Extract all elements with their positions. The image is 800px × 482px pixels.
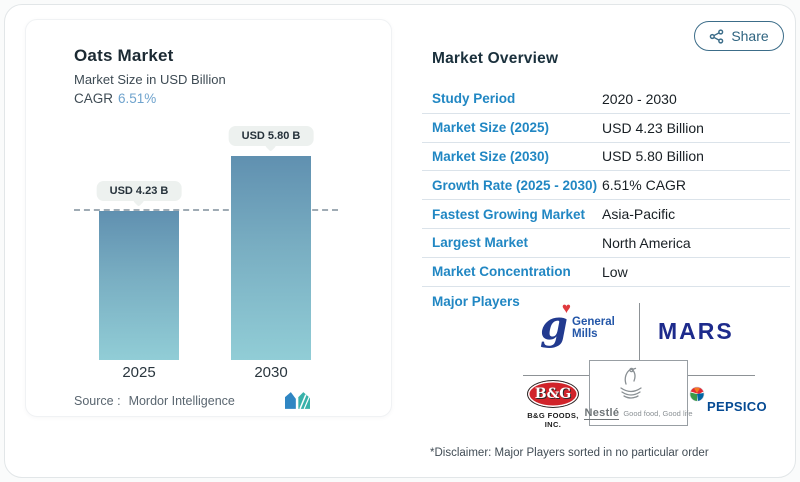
- share-icon: [709, 28, 724, 44]
- major-players-label: Major Players: [432, 294, 520, 309]
- cagr-label: CAGR: [74, 91, 114, 106]
- infographic-card: Share Oats Market Market Size in USD Bil…: [4, 4, 796, 478]
- table-row-growth-rate: Growth Rate (2025 - 2030) 6.51% CAGR: [422, 171, 790, 201]
- chart-title: Oats Market: [74, 46, 174, 65]
- row-value: USD 5.80 Billion: [602, 148, 704, 165]
- chart-subtitle: Market Size in USD Billion: [74, 72, 226, 87]
- row-label: Largest Market: [432, 235, 529, 251]
- logo-divider-horizontal-left: [523, 375, 589, 376]
- table-row-fastest-growing-market: Fastest Growing Market Asia-Pacific: [422, 200, 790, 229]
- source-value: Mordor Intelligence: [128, 394, 235, 408]
- source-label: Source :: [74, 394, 121, 408]
- row-label: Market Size (2025): [432, 120, 550, 136]
- overview-heading: Market Overview: [432, 50, 559, 67]
- logo-divider-horizontal-right: [688, 375, 755, 376]
- bg-foods-logo: B&G B&G FOODS, INC.: [522, 380, 584, 429]
- general-mills-line2: Mills: [572, 328, 598, 340]
- x-axis-label-2030: 2030: [254, 364, 288, 381]
- mars-logo: MARS: [658, 318, 734, 344]
- table-row-market-size-2025: Market Size (2025) USD 4.23 Billion: [422, 114, 790, 143]
- bar-2030: [231, 156, 311, 360]
- row-label: Fastest Growing Market: [432, 206, 586, 222]
- general-mills-logo: g ♥ General Mills: [540, 300, 632, 356]
- general-mills-g-mark: g: [540, 302, 568, 349]
- chart-panel: Oats Market Market Size in USD Billion C…: [25, 19, 392, 417]
- nestle-wordmark: Nestlé: [584, 407, 620, 420]
- pepsico-globe-icon: [689, 385, 705, 414]
- row-value: 6.51% CAGR: [602, 177, 687, 194]
- table-row-market-size-2030: Market Size (2030) USD 5.80 Billion: [422, 143, 790, 172]
- disclaimer-text: *Disclaimer: Major Players sorted in no …: [430, 447, 709, 459]
- row-value: North America: [602, 234, 691, 251]
- heart-icon: ♥: [562, 300, 571, 317]
- bar-value-label-2030: USD 5.80 B: [228, 126, 314, 146]
- bar-2025: [99, 211, 179, 360]
- general-mills-line1: General: [572, 316, 615, 328]
- nestle-bird-icon: [616, 366, 646, 407]
- row-value: USD 4.23 Billion: [602, 119, 704, 136]
- table-row-study-period: Study Period 2020 - 2030: [422, 85, 790, 114]
- overview-table: Study Period 2020 - 2030 Market Size (20…: [422, 85, 790, 287]
- row-label: Market Size (2030): [432, 148, 550, 164]
- cagr-value: 6.51%: [118, 91, 157, 106]
- pepsico-logo: PEPSICO: [689, 385, 767, 414]
- share-label: Share: [731, 28, 769, 44]
- row-label: Market Concentration: [432, 264, 571, 280]
- x-axis-label-2025: 2025: [122, 364, 156, 381]
- row-value: Low: [602, 263, 628, 280]
- nestle-logo: Nestlé Good food, Good life: [584, 360, 693, 426]
- share-button[interactable]: Share: [694, 21, 784, 51]
- nestle-tagline: Good food, Good life: [623, 409, 693, 418]
- row-label: Study Period: [432, 91, 516, 107]
- table-row-largest-market: Largest Market North America: [422, 229, 790, 258]
- bg-foods-mark-text: B&G: [534, 386, 572, 402]
- chart-cagr: CAGR 6.51%: [74, 91, 156, 106]
- row-value: 2020 - 2030: [602, 90, 677, 107]
- bg-foods-caption: B&G FOODS, INC.: [527, 411, 579, 429]
- reference-dashed-line: [74, 209, 338, 211]
- bar-chart: USD 4.23 B USD 5.80 B: [26, 126, 391, 360]
- logo-divider-vertical: [639, 303, 640, 360]
- general-mills-wordmark: General Mills: [572, 316, 615, 340]
- row-value: Asia-Pacific: [602, 206, 676, 223]
- market-overview-panel: Market Overview Study Period 2020 - 2030…: [422, 50, 795, 475]
- pepsico-wordmark: PEPSICO: [707, 399, 767, 414]
- bar-value-label-2025: USD 4.23 B: [96, 181, 182, 201]
- mordor-intelligence-logo: [285, 392, 310, 414]
- source-attribution: Source : Mordor Intelligence: [74, 394, 235, 408]
- row-label: Growth Rate (2025 - 2030): [432, 177, 598, 193]
- bg-foods-oval-mark: B&G: [527, 380, 579, 408]
- table-row-market-concentration: Market Concentration Low: [422, 258, 790, 287]
